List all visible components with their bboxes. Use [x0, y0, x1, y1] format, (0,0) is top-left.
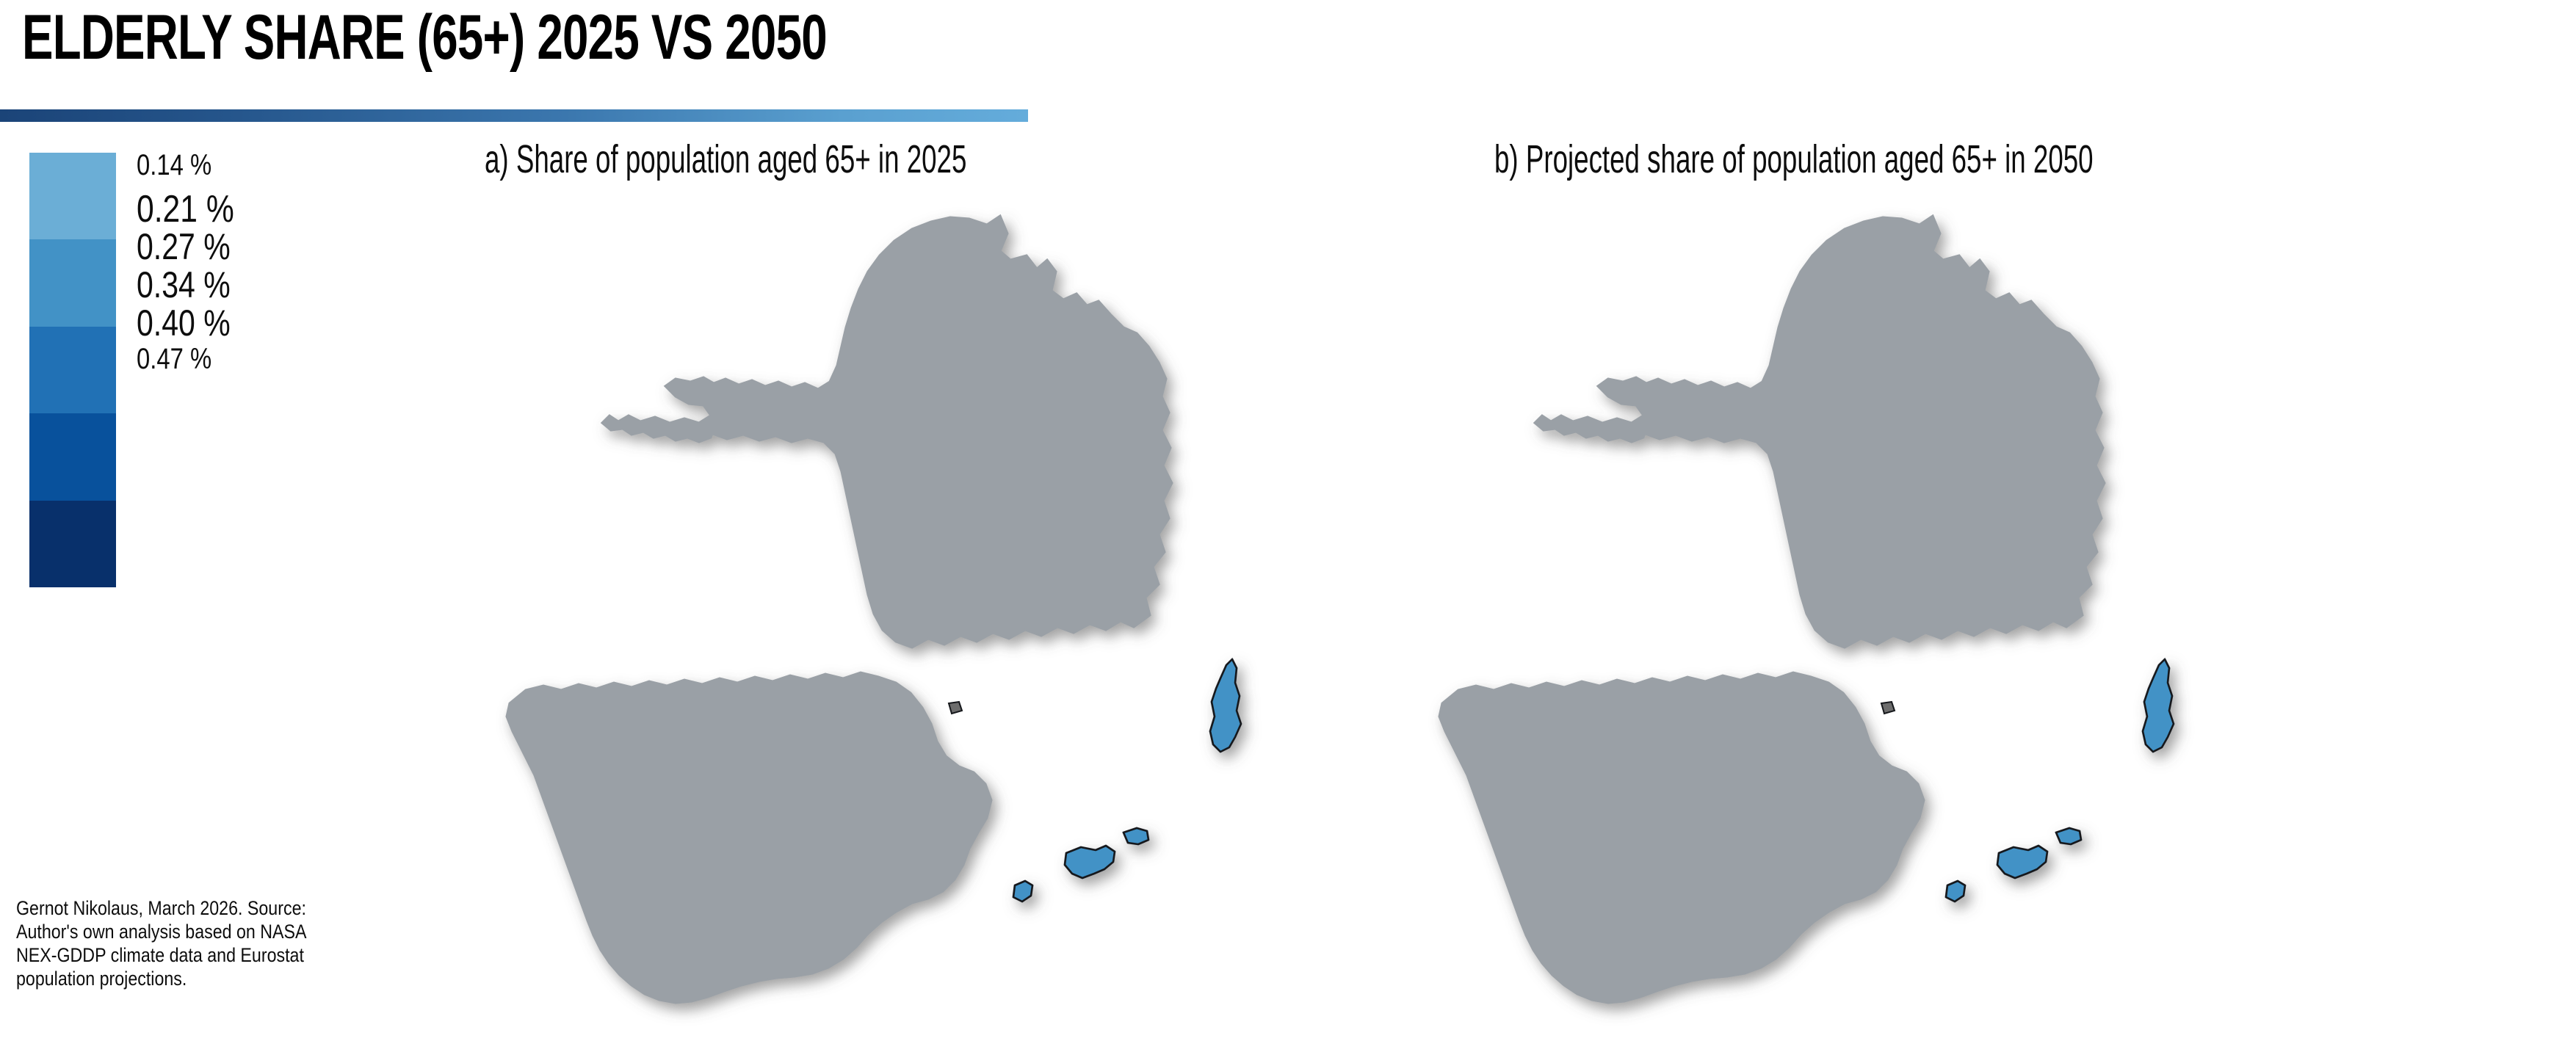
legend-band-3 [29, 413, 116, 501]
landmass-silhouette-0 [663, 214, 1173, 649]
region-mallorca [1063, 844, 1116, 879]
region-ibiza [1012, 879, 1034, 903]
legend-label-2: 0.27 % [137, 226, 231, 267]
panel-a-title: a) Share of population aged 65+ in 2025 [485, 137, 967, 181]
legend-band-0 [29, 153, 116, 240]
legend-label-1: 0.21 % [137, 188, 234, 231]
choropleth-map-2050 [1438, 214, 2175, 1004]
page-title: ELDERLY SHARE (65+) 2025 VS 2050 [22, 2, 828, 73]
region-ibiza [1944, 879, 1967, 903]
title-underline-rule [0, 109, 1028, 122]
region-menorca [1122, 827, 1150, 846]
legend-band-1 [29, 239, 116, 327]
legend-band-4 [29, 500, 116, 587]
landmass-silhouette-0 [1596, 214, 2106, 649]
legend-label-5: 0.47 % [137, 343, 212, 375]
map-panel-2050 [1388, 189, 2298, 1041]
region-menorca [2055, 827, 2083, 846]
no-data-region [947, 700, 963, 715]
region-corsica [2141, 658, 2175, 753]
landmass-silhouette-1 [600, 413, 715, 443]
legend-color-bar [29, 153, 116, 587]
landmass-silhouette-1 [1533, 413, 1648, 443]
map-panel-2025 [455, 189, 1366, 1041]
region-mallorca [1996, 844, 2049, 879]
legend-labels: 0.14 % 0.21 % 0.27 % 0.34 % 0.40 % 0.47 % [137, 143, 313, 598]
map-shadow-layer [1438, 214, 2175, 1004]
landmass-silhouette-2 [505, 671, 993, 1004]
landmass-silhouette-2 [1438, 671, 1925, 1004]
no-data-region [1880, 700, 1896, 715]
map-shadow-layer [505, 214, 1242, 1004]
legend-label-4: 0.40 % [137, 302, 231, 344]
legend-label-3: 0.34 % [137, 264, 231, 305]
panel-b-title: b) Projected share of population aged 65… [1494, 137, 2094, 181]
legend-label-0: 0.14 % [137, 149, 212, 181]
legend-band-2 [29, 326, 116, 414]
source-footnote: Gernot Nikolaus, March 2026. Source: Aut… [16, 897, 307, 990]
choropleth-map-2025 [505, 214, 1242, 1004]
region-corsica [1209, 658, 1242, 753]
map-regions-layer [947, 658, 1242, 903]
map-regions-layer [1880, 658, 2175, 903]
